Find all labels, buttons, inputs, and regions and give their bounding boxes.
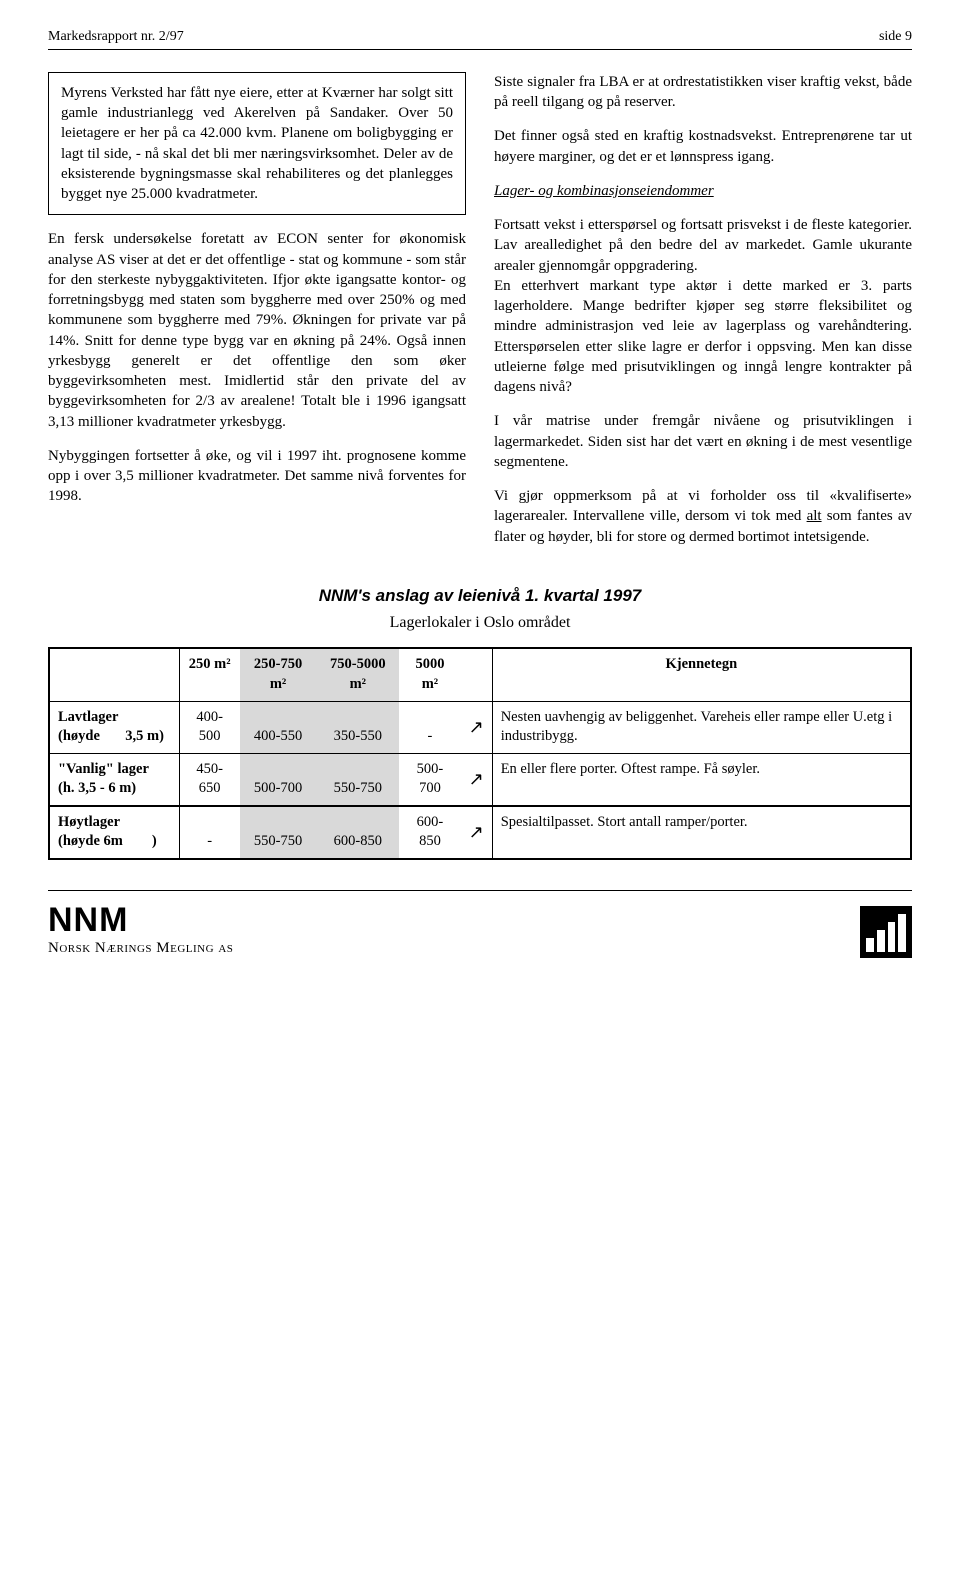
row2-label1: Høytlager [58, 814, 120, 830]
right-para-2: Det finner også sted en kraftig kostnads… [494, 126, 912, 167]
row1-kj: En eller flere porter. Oftest rampe. Få … [492, 753, 911, 806]
row0-kj: Nesten uavhengig av beliggenhet. Varehei… [492, 701, 911, 753]
table-subtitle: Lagerlokaler i Oslo området [48, 612, 912, 634]
table-title: NNM's anslag av leienivå 1. kvartal 1997 [48, 585, 912, 608]
row0-c0: 400-500 [179, 701, 240, 753]
bar-icon-segment [877, 930, 885, 952]
table-row: "Vanlig" lager (h. 3,5 - 6 m) 450-650 50… [49, 753, 911, 806]
row2-label2: (høyde 6m ) [58, 833, 157, 849]
right-column: Siste signaler fra LBA er at ordrestatis… [494, 72, 912, 561]
row2-trend-icon: ↗ [461, 806, 493, 859]
page-header: Markedsrapport nr. 2/97 side 9 [48, 28, 912, 50]
row0-trend-icon: ↗ [461, 701, 493, 753]
row2-c1: 550-750 [240, 806, 317, 859]
left-para-1: En fersk undersøkelse foretatt av ECON s… [48, 229, 466, 432]
row1-trend-icon: ↗ [461, 753, 493, 806]
row2-c0: - [179, 806, 240, 859]
bar-icon-segment [898, 914, 906, 952]
col-h-1: 250-750 m² [240, 648, 317, 701]
bar-icon-segment [888, 922, 896, 952]
row1-c1: 500-700 [240, 753, 317, 806]
row2-c2: 600-850 [316, 806, 399, 859]
row0-c1: 400-550 [240, 701, 317, 753]
left-para-2: Nybyggingen fortsetter å øke, og vil i 1… [48, 446, 466, 507]
col-h-3: 5000 m² [399, 648, 460, 701]
bar-icon-segment [866, 938, 874, 952]
row2-kj: Spesialtilpasset. Stort antall ramper/po… [492, 806, 911, 859]
table-row: Lavtlager (høyde 3,5 m) 400-500 400-550 … [49, 701, 911, 753]
rent-table: 250 m² 250-750 m² 750-5000 m² 5000 m² Kj… [48, 647, 912, 860]
logo-nnm: NNM [48, 905, 233, 936]
row0-label1: Lavtlager [58, 709, 118, 725]
header-right: side 9 [879, 28, 912, 47]
right-para-5: Vi gjør oppmerksom på at vi forholder os… [494, 486, 912, 547]
row1-c3: 500-700 [399, 753, 460, 806]
row0-label2: (høyde 3,5 m) [58, 728, 164, 744]
right-para-3: Fortsatt vekst i etterspørsel og fortsat… [494, 215, 912, 276]
col-h-2: 750-5000 m² [316, 648, 399, 701]
footer-logo-text: NNM Norsk Nærings Megling as [48, 905, 233, 958]
footer-rule [48, 890, 912, 891]
right-para-1: Siste signaler fra LBA er at ordrestatis… [494, 72, 912, 113]
row0-c2: 350-550 [316, 701, 399, 753]
right-heading: Lager- og kombinasjonseiendommer [494, 181, 912, 201]
footer-bars-icon [860, 906, 912, 958]
col-h-0: 250 m² [179, 648, 240, 701]
content-columns: Myrens Verksted har fått nye eiere, ette… [48, 72, 912, 561]
row1-label2: (h. 3,5 - 6 m) [58, 780, 136, 796]
header-left: Markedsrapport nr. 2/97 [48, 28, 184, 47]
row1-c2: 550-750 [316, 753, 399, 806]
row1-label1: "Vanlig" lager [58, 761, 149, 777]
page-footer: NNM Norsk Nærings Megling as [48, 905, 912, 968]
left-column: Myrens Verksted har fått nye eiere, ette… [48, 72, 466, 561]
col-h-5: Kjennetegn [492, 648, 911, 701]
row2-c3: 600-850 [399, 806, 460, 859]
logo-subtitle: Norsk Nærings Megling as [48, 938, 233, 958]
table-row: Høytlager (høyde 6m ) - 550-750 600-850 … [49, 806, 911, 859]
right-para-4: I vår matrise under fremgår nivåene og p… [494, 411, 912, 472]
table-header-row: 250 m² 250-750 m² 750-5000 m² 5000 m² Kj… [49, 648, 911, 701]
boxed-paragraph: Myrens Verksted har fått nye eiere, ette… [48, 72, 466, 216]
right-para-3b: En etterhvert markant type aktør i dette… [494, 276, 912, 398]
row0-c3: - [399, 701, 460, 753]
row1-c0: 450-650 [179, 753, 240, 806]
